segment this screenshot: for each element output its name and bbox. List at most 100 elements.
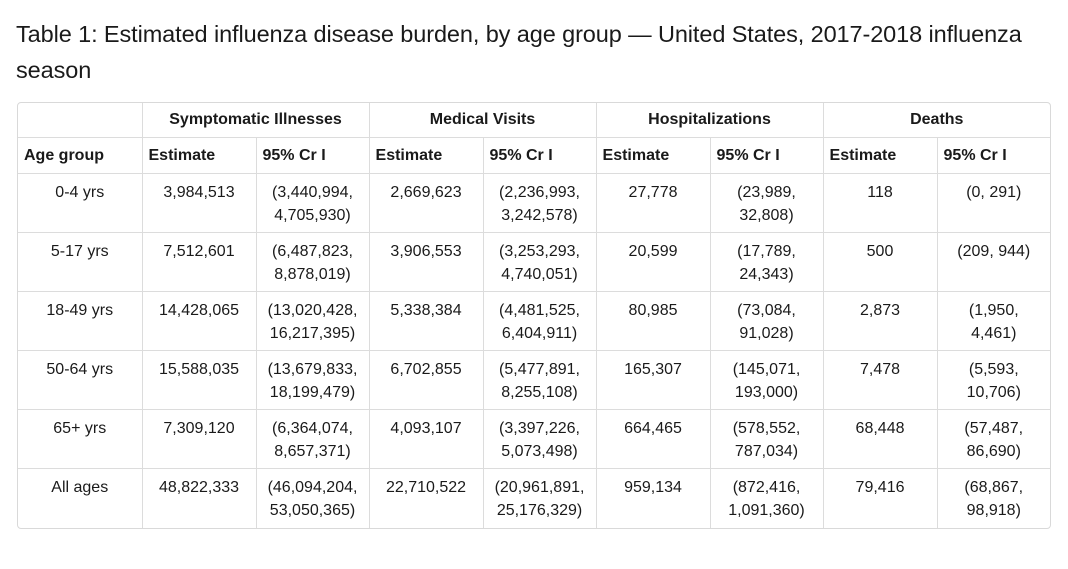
estimate-cell: 7,309,120 [141,409,257,469]
estimate-header: Estimate [822,137,938,174]
ci-lower: (57,487, [964,420,1024,437]
ci-lower: (13,020,428, [267,302,358,319]
table-body: 0-4 yrs 3,984,513 (3,440,994, 4,705,930) 2,6… [18,173,1050,528]
ci-header: 95% Cr I [255,137,370,174]
ci-lower: (68,867, [964,479,1024,496]
ci-cell: (209, 944) [936,232,1050,292]
group-header-row: Symptomatic Illnesses Medical Visits Hos… [18,103,1050,138]
ci-lower: (6,487,823, [272,243,353,260]
ci-lower: (1,950, [968,302,1019,319]
ci-lower: (209, 944) [957,243,1031,260]
table-row: 0-4 yrs 3,984,513 (3,440,994, 4,705,930) 2,6… [18,173,1050,233]
estimate-cell: 664,465 [595,409,711,469]
table-row: 65+ yrs 7,309,120 (6,364,074, 8,657,371) 4,0… [18,409,1050,469]
ci-cell: (57,487, 86,690) [936,409,1050,469]
ci-cell: (872,416, 1,091,360) [709,468,824,528]
age-group-cell: 5-17 yrs [18,232,143,292]
ci-header: 95% Cr I [936,137,1050,174]
estimate-header: Estimate [595,137,711,174]
ci-cell: (6,487,823, 8,878,019) [255,232,370,292]
estimate-cell: 500 [822,232,938,292]
ci-upper: 787,034) [734,443,799,460]
ci-upper: 91,028) [739,325,794,342]
ci-header: 95% Cr I [709,137,824,174]
group-header-deaths: Deaths [822,103,1050,138]
ci-cell: (1,950, 4,461) [936,291,1050,351]
ci-upper: 8,878,019) [274,266,351,283]
age-group-cell: 0-4 yrs [18,173,143,233]
ci-lower: (6,364,074, [272,420,353,437]
estimate-cell: 959,134 [595,468,711,528]
age-group-cell: 18-49 yrs [18,291,143,351]
ci-lower: (145,071, [732,361,801,378]
ci-lower: (5,593, [968,361,1019,378]
ci-upper: 4,740,051) [501,266,578,283]
estimate-header: Estimate [368,137,484,174]
ci-lower: (13,679,833, [267,361,358,378]
age-group-cell: 50-64 yrs [18,350,143,410]
estimate-cell: 7,512,601 [141,232,257,292]
estimate-cell: 20,599 [595,232,711,292]
sub-header-row: Age group Estimate 95% Cr I Estimate 95%… [18,137,1050,174]
estimate-cell: 80,985 [595,291,711,351]
ci-upper: 5,073,498) [501,443,578,460]
estimate-cell: 79,416 [822,468,938,528]
ci-upper: 6,404,911) [501,325,578,342]
table-row: 50-64 yrs 15,588,035 (13,679,833, 18,199,47… [18,350,1050,410]
table-row: All ages 48,822,333 (46,094,204, 53,050,365… [18,468,1050,528]
age-group-cell: 65+ yrs [18,409,143,469]
ci-upper: 16,217,395) [269,325,356,342]
ci-upper: 98,918) [966,502,1021,519]
ci-cell: (5,593, 10,706) [936,350,1050,410]
estimate-cell: 2,873 [822,291,938,351]
ci-cell: (13,679,833, 18,199,479) [255,350,370,410]
ci-cell: (73,084, 91,028) [709,291,824,351]
ci-lower: (4,481,525, [499,302,580,319]
ci-upper: 53,050,365) [269,502,356,519]
ci-cell: (0, 291) [936,173,1050,233]
ci-upper: 3,242,578) [501,207,578,224]
ci-cell: (13,020,428, 16,217,395) [255,291,370,351]
ci-cell: (2,236,993, 3,242,578) [482,173,597,233]
ci-cell: (46,094,204, 53,050,365) [255,468,370,528]
ci-upper: 1,091,360) [728,502,805,519]
ci-lower: (578,552, [732,420,801,437]
ci-cell: (5,477,891, 8,255,108) [482,350,597,410]
table-title: Table 1: Estimated influenza disease bur… [16,21,1022,83]
ci-lower: (3,253,293, [499,243,580,260]
ci-cell: (23,989, 32,808) [709,173,824,233]
estimate-cell: 3,906,553 [368,232,484,292]
ci-upper: 86,690) [966,443,1021,460]
group-header-symptomatic: Symptomatic Illnesses [141,103,370,138]
ci-upper: 8,657,371) [274,443,351,460]
estimate-cell: 4,093,107 [368,409,484,469]
estimate-cell: 7,478 [822,350,938,410]
ci-cell: (3,440,994, 4,705,930) [255,173,370,233]
ci-cell: (68,867, 98,918) [936,468,1050,528]
ci-cell: (17,789, 24,343) [709,232,824,292]
ci-lower: (20,961,891, [494,479,585,496]
ci-lower: (3,397,226, [499,420,580,437]
estimate-cell: 22,710,522 [368,468,484,528]
estimate-header: Estimate [141,137,257,174]
empty-corner-cell [18,103,143,138]
ci-upper: 32,808) [739,207,794,224]
estimate-cell: 118 [822,173,938,233]
ci-upper: 193,000) [734,384,799,401]
ci-cell: (3,253,293, 4,740,051) [482,232,597,292]
ci-lower: (872,416, [732,479,801,496]
ci-header: 95% Cr I [482,137,597,174]
ci-upper: 18,199,479) [269,384,356,401]
ci-cell: (6,364,074, 8,657,371) [255,409,370,469]
ci-upper: 4,705,930) [274,207,351,224]
estimate-cell: 48,822,333 [141,468,257,528]
estimate-cell: 3,984,513 [141,173,257,233]
ci-upper: 8,255,108) [501,384,578,401]
ci-lower: (5,477,891, [499,361,580,378]
ci-cell: (4,481,525, 6,404,911) [482,291,597,351]
estimate-cell: 2,669,623 [368,173,484,233]
estimate-cell: 165,307 [595,350,711,410]
ci-lower: (23,989, [737,184,796,201]
ci-upper: 4,461) [971,325,1017,342]
burden-table: Symptomatic Illnesses Medical Visits Hos… [18,103,1050,528]
